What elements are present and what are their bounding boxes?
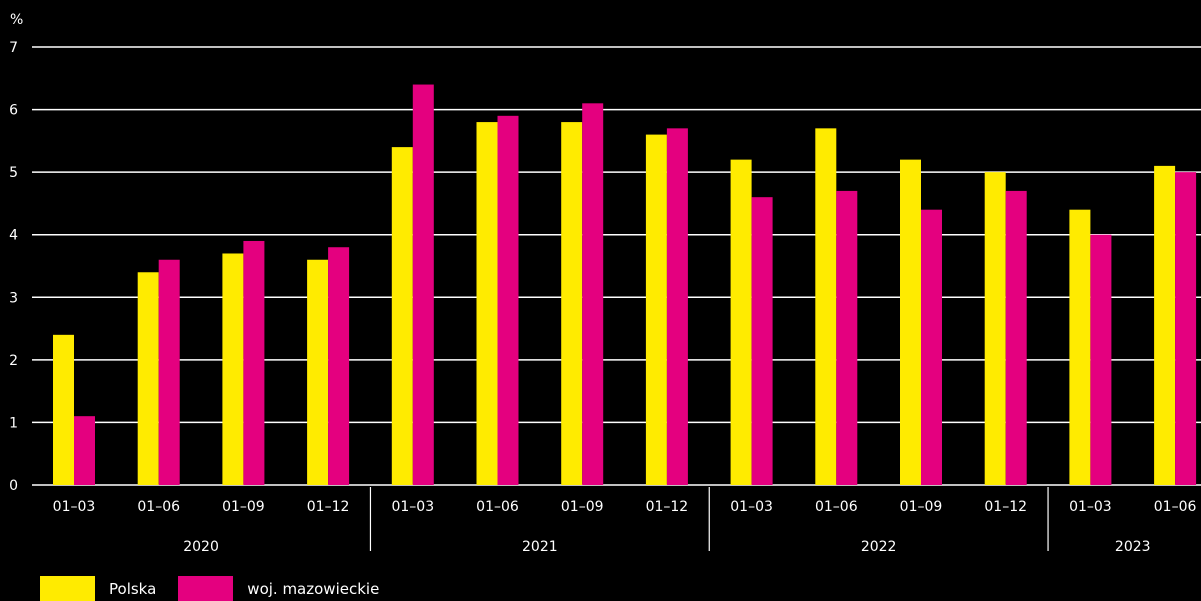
bar-polska bbox=[1154, 165, 1176, 485]
y-tick-label: 0 bbox=[9, 478, 18, 494]
x-tick-label: 01–03 bbox=[53, 499, 96, 515]
bar-mazowieckie bbox=[921, 209, 942, 485]
year-label: 2020 bbox=[183, 539, 219, 555]
x-axis-ticks: 01–03 01–06 01–09 01–12 01–03 01–06 01–09 01–12… bbox=[53, 499, 1197, 515]
bar-mazowieckie bbox=[74, 416, 95, 485]
bar-mazowieckie bbox=[1090, 234, 1112, 485]
bar-mazowieckie bbox=[412, 84, 434, 486]
y-tick-label: 1 bbox=[9, 415, 18, 431]
bar-polska bbox=[222, 253, 244, 485]
y-tick-label: 4 bbox=[9, 228, 18, 244]
bar-polska bbox=[137, 272, 159, 485]
bar-mazowieckie bbox=[751, 197, 773, 485]
y-axis-unit: % bbox=[10, 12, 23, 28]
legend-swatch-polska bbox=[40, 576, 95, 601]
x-tick-label: 01–03 bbox=[1069, 499, 1112, 515]
bar-polska bbox=[391, 147, 413, 485]
x-tick-label: 01–12 bbox=[984, 499, 1027, 515]
bar-polska bbox=[984, 172, 1006, 485]
bar-mazowieckie bbox=[328, 247, 350, 485]
x-tick-label: 01–03 bbox=[391, 499, 434, 515]
y-tick-label: 6 bbox=[9, 103, 18, 119]
bar-polska bbox=[1069, 209, 1091, 485]
y-tick-label: 7 bbox=[9, 40, 18, 56]
bar-mazowieckie bbox=[836, 190, 858, 485]
legend: Polska woj. mazowieckie bbox=[40, 576, 401, 601]
bar-polska bbox=[900, 159, 921, 485]
x-tick-label: 01–06 bbox=[137, 499, 180, 515]
y-tick-label: 2 bbox=[9, 353, 18, 369]
bar-polska bbox=[53, 334, 74, 485]
x-tick-label: 01–06 bbox=[815, 499, 858, 515]
bar-polska bbox=[815, 128, 837, 486]
x-tick-label: 01–03 bbox=[730, 499, 773, 515]
y-axis-ticks: 0 1 2 3 4 5 6 7 bbox=[9, 40, 18, 494]
bar-mazowieckie bbox=[158, 259, 180, 485]
legend-label-polska: Polska bbox=[109, 579, 157, 598]
bar-mazowieckie bbox=[1005, 190, 1027, 485]
bar-mazowieckie bbox=[497, 115, 519, 485]
x-tick-label: 01–09 bbox=[222, 499, 265, 515]
y-tick-label: 3 bbox=[9, 290, 18, 306]
legend-item-polska: Polska bbox=[40, 576, 156, 601]
bar-polska bbox=[730, 159, 752, 485]
year-label: 2022 bbox=[861, 539, 897, 555]
x-tick-label: 01–12 bbox=[646, 499, 689, 515]
legend-item-mazowieckie: woj. mazowieckie bbox=[178, 576, 379, 601]
bars bbox=[53, 84, 1197, 486]
bar-mazowieckie bbox=[243, 240, 265, 485]
bar-polska bbox=[561, 122, 583, 485]
bar-polska bbox=[307, 259, 329, 485]
bar-mazowieckie bbox=[1175, 172, 1197, 485]
year-label: 2023 bbox=[1115, 539, 1151, 555]
x-tick-label: 01–12 bbox=[307, 499, 350, 515]
year-groups: 2020 2021 2022 2023 bbox=[183, 487, 1151, 555]
y-tick-label: 5 bbox=[9, 165, 18, 181]
year-label: 2021 bbox=[522, 539, 558, 555]
legend-label-mazowieckie: woj. mazowieckie bbox=[247, 579, 380, 598]
bar-mazowieckie bbox=[666, 128, 688, 486]
legend-swatch-mazowieckie bbox=[178, 576, 234, 601]
x-tick-label: 01–09 bbox=[561, 499, 604, 515]
x-tick-label: 01–09 bbox=[900, 499, 943, 515]
bar-polska bbox=[645, 134, 667, 485]
bar-polska bbox=[476, 122, 498, 485]
x-tick-label: 01–06 bbox=[476, 499, 519, 515]
bar-mazowieckie bbox=[582, 103, 604, 486]
x-tick-label: 01–06 bbox=[1154, 499, 1197, 515]
